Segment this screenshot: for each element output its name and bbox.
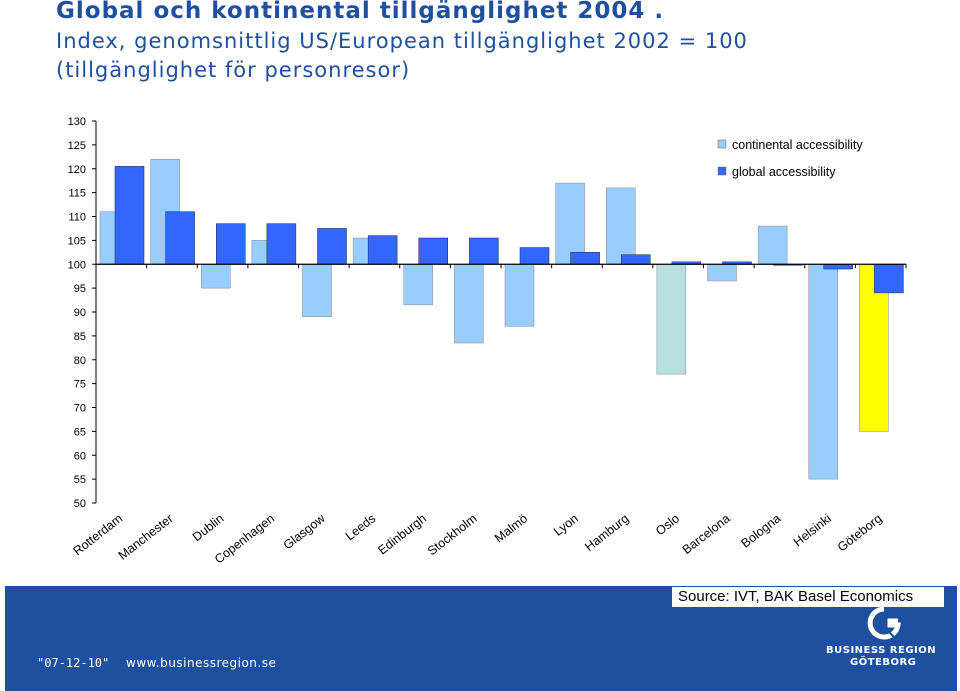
x-category-label: Malmö: [492, 511, 530, 545]
bar-continental-bologna: [757, 225, 788, 265]
y-tick-label: 85: [74, 331, 86, 343]
bar-continental-barcelona: [707, 264, 737, 282]
bar-global-glasgow: [317, 228, 347, 265]
bar-global-lyon: [570, 252, 600, 265]
bar-continental-oslo: [656, 264, 687, 375]
x-category-label: Barcelona: [680, 511, 733, 557]
bar-global-leeds: [367, 235, 398, 265]
x-category-label: Hamburg: [582, 511, 631, 554]
y-tick-label: 55: [74, 474, 86, 486]
bar-continental-stockholm: [454, 264, 484, 344]
footer-url[interactable]: www.businessregion.se: [126, 656, 277, 670]
bar-continental-glasgow: [302, 264, 332, 318]
bar-global-malmö: [519, 247, 550, 265]
x-category-label: Bologna: [739, 511, 784, 550]
y-tick-label: 125: [68, 140, 86, 152]
legend-swatch-global: [717, 166, 727, 176]
chart-subtitle-note: (tillgänglighet för personresor): [56, 58, 411, 82]
y-tick-label: 80: [74, 355, 86, 367]
y-tick-label: 100: [68, 259, 86, 271]
x-category-label: Lyon: [551, 511, 581, 538]
x-category-label: Glasgow: [281, 511, 329, 553]
y-tick-label: 95: [74, 283, 86, 295]
y-tick-label: 90: [74, 307, 86, 319]
bar-chart: 130 125 120 115 110 105 100 95 90 85 80 75 70 65 60 55 5…: [68, 116, 907, 566]
bar-continental-lyon: [555, 182, 585, 265]
bar-global-helsinki: [823, 264, 853, 270]
bar-continental-dublin: [201, 264, 231, 289]
bar-continental-malmö: [504, 264, 535, 327]
x-category-label: Helsinki: [791, 511, 834, 549]
x-category-label: Stockholm: [425, 511, 480, 558]
y-tick-label: 115: [68, 188, 86, 200]
source-note: Source: IVT, BAK Basel Economics: [672, 587, 944, 607]
y-tick-label: 110: [68, 212, 86, 224]
bar-continental-hamburg: [606, 187, 636, 265]
bar-global-rotterdam: [114, 166, 145, 265]
y-tick-label: 70: [74, 403, 86, 415]
logo-text-goteborg: GÖTEBORG: [850, 657, 917, 668]
legend-label-continental: continental accessibility: [732, 138, 863, 152]
y-tick-label: 60: [74, 450, 86, 462]
x-category-label: Dublin: [190, 511, 227, 544]
bar-global-manchester: [165, 211, 195, 265]
bar-continental-helsinki: [808, 264, 838, 480]
y-tick-label: 120: [68, 164, 86, 176]
chart-subtitle: Index, genomsnittlig US/European tillgän…: [56, 29, 748, 53]
business-region-logo-icon: [867, 606, 901, 640]
bar-global-stockholm: [469, 237, 499, 265]
bar-global-edinburgh: [418, 237, 448, 265]
footer-date: "07-12-10": [37, 656, 110, 670]
bar-continental-edinburgh: [403, 264, 433, 306]
bar-global-göteborg: [874, 264, 904, 294]
x-category-label: Edinburgh: [375, 511, 429, 557]
legend-swatch-continental: [717, 139, 727, 149]
legend-label-global: global accessibility: [732, 165, 836, 179]
y-tick-label: 75: [74, 379, 86, 391]
x-category-label: Göteborg: [835, 511, 885, 554]
x-category-label: Leeds: [343, 511, 378, 543]
bar-global-dublin: [216, 223, 246, 265]
y-tick-label: 130: [68, 116, 86, 128]
x-category-label: Manchester: [116, 511, 176, 562]
y-tick-label: 105: [68, 235, 86, 247]
bar-global-hamburg: [621, 254, 651, 265]
y-tick-label: 50: [74, 498, 86, 510]
y-tick-label: 65: [74, 426, 86, 438]
chart-title: Global och kontinental tillgänglighet 20…: [56, 0, 665, 24]
bar-global-copenhagen: [266, 223, 297, 265]
logo-text-business-region: BUSINESS REGION: [826, 645, 937, 656]
x-category-label: Oslo: [653, 511, 682, 538]
